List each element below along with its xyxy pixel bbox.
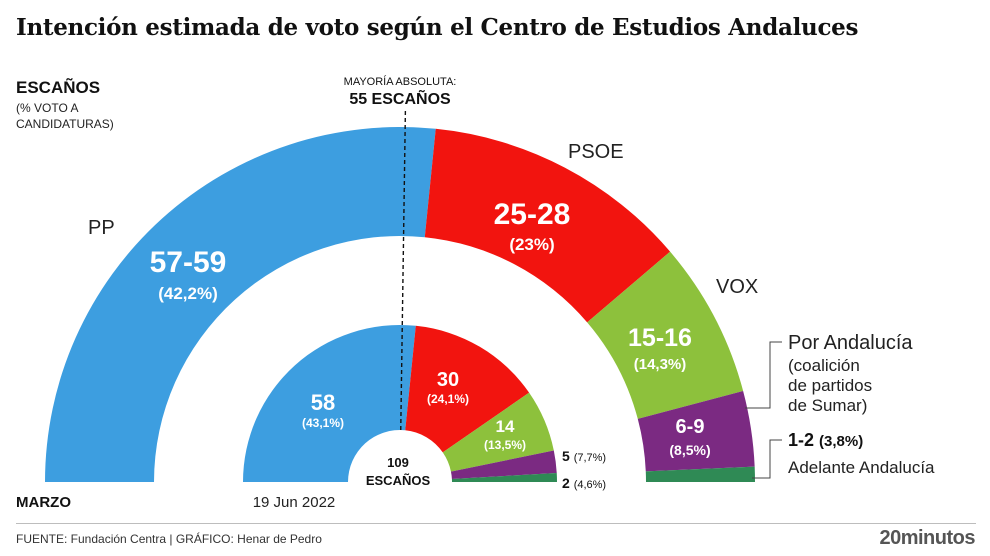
majority-line (400, 109, 407, 431)
pct-label-2022-pp: (43,1%) (302, 416, 344, 430)
parliament-chart: 57-59 (42,2%) 25-28 (23%) 15-16 (14,3%) 6-9 (8,… (16, 109, 935, 511)
seats-label-2022-psoe: 30 (437, 369, 459, 391)
ring-label-marzo: MARZO (16, 494, 71, 511)
legend-subtitle: (% VOTO A CANDIDATURAS) (16, 101, 114, 131)
seats-label-2022-pp: 58 (311, 390, 335, 415)
arc-marzo-adelante-andalucia (645, 466, 755, 482)
arc-2022-pp (243, 324, 416, 482)
party-name-por-andalucia-line-2: (coalición (788, 356, 860, 375)
pct-label-marzo-pp: (42,2%) (158, 284, 218, 303)
seats-label-marzo-psoe: 25-28 (494, 198, 571, 231)
arc-marzo-por-andalucia (637, 390, 755, 472)
majority-label: MAYORÍA ABSOLUTA: (343, 76, 457, 88)
seats-label-marzo-vox: 15-16 (628, 324, 692, 352)
footer-rule (16, 523, 976, 524)
seats-label-marzo-pp: 57-59 (150, 246, 227, 279)
arc-2022-adelante-andalucia (451, 472, 557, 482)
center-seat-text: ESCAÑOS (366, 473, 431, 488)
arc-marzo-pp (45, 127, 436, 483)
seats-label-2022-por-andalucia: 5 (7,7%) (562, 448, 606, 464)
seats-label-marzo-por-andalucia: 6-9 (676, 416, 705, 438)
party-name-pp: PP (88, 217, 115, 239)
brand-logo: 20minutos (879, 527, 975, 549)
pct-label-marzo-vox: (14,3%) (634, 356, 687, 373)
party-name-por-andalucia-line-4: de Sumar) (788, 396, 867, 415)
arc-marzo-vox (587, 251, 744, 419)
pct-label-2022-vox: (13,5%) (484, 438, 526, 452)
seat-labels: 57-59 (42,2%) 25-28 (23%) 15-16 (14,3%) 6-9 (8,… (16, 198, 711, 511)
seat-arcs (45, 127, 755, 483)
seats-label-2022-adelante-andalucia: 2 (4,6%) (562, 475, 606, 491)
arc-2022-por-andalucia (450, 450, 557, 480)
arc-2022-psoe (405, 325, 530, 453)
party-name-por-andalucia-line-3: de partidos (788, 376, 872, 395)
arc-2022-vox (442, 392, 554, 472)
leader-line-por-andalucia (745, 341, 782, 409)
party-name-por-andalucia-line-1: Por Andalucía (788, 332, 913, 354)
leader-line-adelante-andalucia (752, 439, 782, 479)
arc-marzo-psoe (424, 128, 671, 323)
legend-title: ESCAÑOS (16, 78, 101, 97)
party-name-psoe: PSOE (568, 141, 624, 163)
majority-value: 55 ESCAÑOS (349, 91, 451, 108)
chart-title: Intención estimada de voto según el Cent… (16, 14, 859, 41)
center-seat-total: 109 (387, 455, 409, 470)
pct-label-marzo-por-andalucia: (8,5%) (669, 442, 710, 458)
pct-label-marzo-psoe: (23%) (509, 235, 554, 254)
party-name-vox: VOX (716, 276, 758, 298)
footer-source: FUENTE: Fundación Centra | GRÁFICO: Hena… (16, 532, 322, 546)
ring-label-2022: 19 Jun 2022 (253, 494, 336, 511)
pct-label-2022-psoe: (24,1%) (427, 392, 469, 406)
seats-label-marzo-adelante-andalucia: 1-2 (3,8%) (788, 430, 863, 450)
seats-label-2022-vox: 14 (496, 417, 515, 436)
party-name-adelante-andalucia: Adelante Andalucía (788, 458, 935, 477)
